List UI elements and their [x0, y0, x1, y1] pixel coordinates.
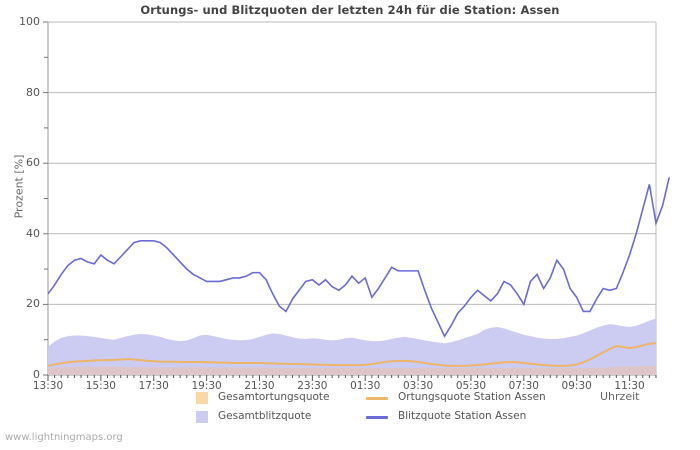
plot-background [48, 22, 656, 375]
legend-label-gesamtblitzquote: Gesamtblitzquote [218, 410, 312, 422]
watermark-url: www.lightningmaps.org [5, 432, 123, 443]
ytick-label-40: 40 [26, 226, 40, 240]
legend-label-ortungsquote-station-assen: Ortungsquote Station Assen [398, 391, 546, 403]
xtick-label-1130: 11:30 [614, 380, 645, 392]
area-gesamtblitzquote [48, 318, 656, 375]
ytick-label-100: 100 [19, 15, 40, 28]
xtick-label-1330: 13:30 [32, 380, 64, 392]
xtick-label-0130: 01:30 [350, 380, 381, 392]
xtick-label-1930: 19:30 [191, 380, 222, 392]
chart-legend: Gesamtortungsquote Gesamtblitzquote Ortu… [0, 390, 700, 430]
y-axis-label: Prozent [%] [12, 154, 26, 219]
ytick-label-0: 0 [33, 368, 40, 381]
legend-label-gesamtortungsquote: Gesamtortungsquote [218, 391, 330, 403]
xtick-label-0330: 03:30 [402, 380, 434, 392]
xtick-label-2130: 21:30 [244, 380, 275, 392]
xtick-label-2330: 23:30 [297, 380, 328, 392]
line-blitzquote-station-assen [47, 177, 670, 338]
x-axis-label: Uhrzeit [600, 390, 640, 403]
page-title: Ortungs- und Blitzquoten der letzten 24h… [140, 3, 560, 17]
line-ortungsquote-station-assen [47, 342, 657, 367]
legend-swatch-gesamtortungsquote [196, 392, 208, 404]
legend-line-ortungsquote-station-assen [366, 397, 388, 400]
area-gesamtortungsquote [48, 365, 656, 375]
ytick-label-60: 60 [26, 156, 40, 170]
legend-label-blitzquote-station-assen: Blitzquote Station Assen [398, 410, 527, 422]
legend-swatch-gesamtblitzquote [196, 411, 208, 423]
xtick-label-0730: 07:30 [508, 380, 539, 392]
xtick-label-1730: 17:30 [138, 380, 169, 392]
xtick-label-1530: 15:30 [85, 380, 116, 392]
xtick-label-0530: 05:30 [455, 380, 487, 392]
xtick-label-0930: 09:30 [561, 380, 592, 392]
legend-line-blitzquote-station-assen [366, 416, 388, 419]
ytick-label-80: 80 [26, 85, 40, 99]
ytick-label-20: 20 [26, 297, 40, 311]
